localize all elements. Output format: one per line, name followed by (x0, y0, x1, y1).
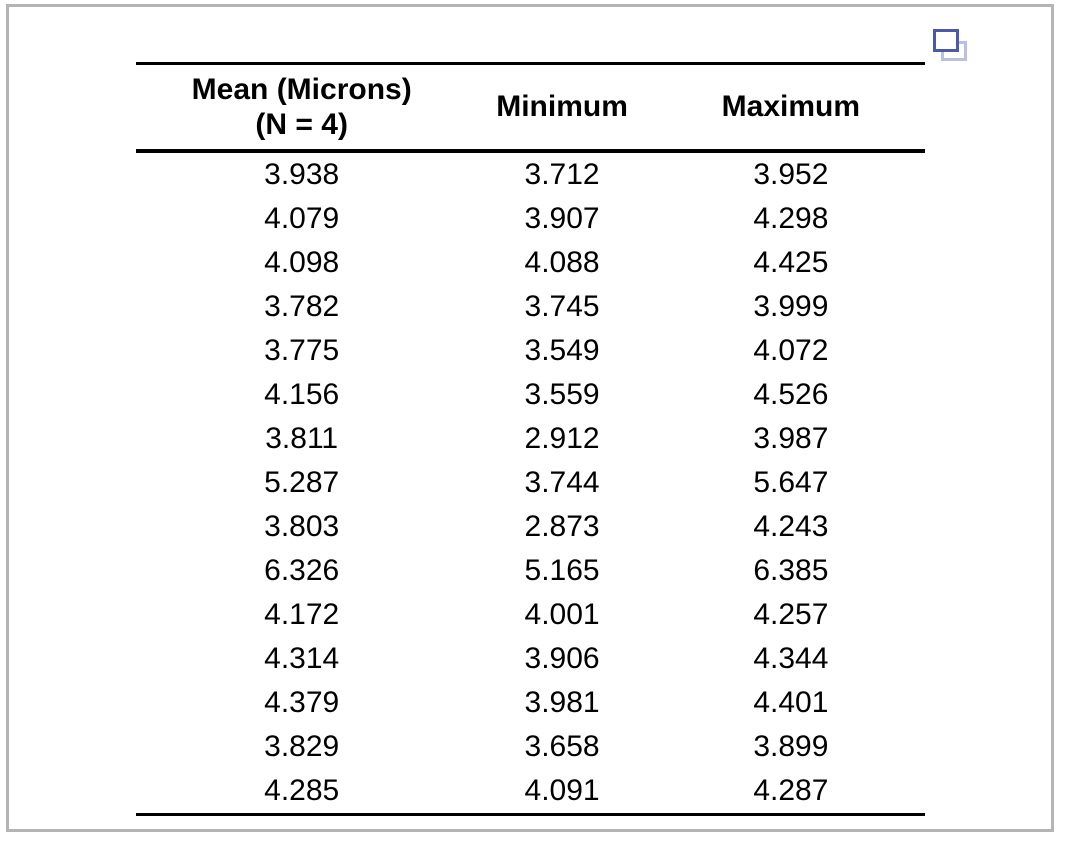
table-row: 3.829 3.658 3.899 (136, 725, 925, 769)
table-row: 4.172 4.001 4.257 (136, 593, 925, 637)
cell-minimum: 3.981 (524, 686, 600, 719)
cell-mean: 4.156 (264, 378, 340, 411)
cell-maximum: 4.287 (753, 774, 829, 807)
col-header-mean-line1: Mean (Microns) (191, 73, 412, 106)
col-header-mean-microns: Mean (Microns) (N = 4) (136, 63, 468, 153)
cell-mean: 5.287 (264, 466, 340, 499)
cell-minimum: 3.745 (524, 290, 600, 323)
cell-minimum: 3.906 (524, 642, 600, 675)
table-row: 3.811 2.912 3.987 (136, 417, 925, 461)
cell-mean: 3.938 (264, 158, 340, 191)
table-row: 4.314 3.906 4.344 (136, 637, 925, 681)
cell-minimum: 3.744 (524, 466, 600, 499)
table-row: 4.156 3.559 4.526 (136, 373, 925, 417)
cell-mean: 3.782 (264, 290, 340, 323)
cell-maximum: 3.999 (753, 290, 829, 323)
open-in-new-window-icon[interactable] (933, 29, 967, 61)
table-row: 5.287 3.744 5.647 (136, 461, 925, 505)
cell-minimum: 3.658 (524, 730, 600, 763)
cell-maximum: 4.344 (753, 642, 829, 675)
cell-minimum: 4.088 (524, 246, 600, 279)
cell-mean: 4.172 (264, 598, 340, 631)
cell-maximum: 4.257 (753, 598, 829, 631)
cell-maximum: 4.243 (753, 510, 829, 543)
cell-mean: 3.775 (264, 334, 340, 367)
cell-mean: 6.326 (264, 554, 340, 587)
cell-minimum: 2.912 (524, 422, 600, 455)
table-row: 6.326 5.165 6.385 (136, 549, 925, 593)
table-row: 3.803 2.873 4.243 (136, 505, 925, 549)
popup-front-rect-icon (933, 29, 959, 52)
table-row: 4.079 3.907 4.298 (136, 197, 925, 241)
cell-maximum: 4.401 (753, 686, 829, 719)
cell-maximum: 4.526 (753, 378, 829, 411)
table-row: 3.938 3.712 3.952 (136, 151, 925, 197)
table-viewer-frame: Mean (Microns) (N = 4) Minimum Maximum 3… (6, 4, 1054, 832)
cell-minimum: 2.873 (524, 510, 600, 543)
cell-minimum: 3.712 (524, 158, 600, 191)
cell-mean: 3.811 (265, 422, 339, 455)
table-row: 3.775 3.549 4.072 (136, 329, 925, 373)
header-row: Mean (Microns) (N = 4) Minimum Maximum (136, 63, 925, 153)
cell-mean: 4.079 (264, 202, 340, 235)
data-table: Mean (Microns) (N = 4) Minimum Maximum 3… (136, 62, 925, 816)
cell-minimum: 3.907 (524, 202, 600, 235)
cell-mean: 3.829 (264, 730, 340, 763)
table-row: 4.379 3.981 4.401 (136, 681, 925, 725)
col-header-maximum: Maximum (656, 63, 925, 153)
cell-minimum: 3.559 (524, 378, 600, 411)
cell-maximum: 4.298 (753, 202, 829, 235)
cell-maximum: 4.425 (753, 246, 829, 279)
cell-minimum: 4.091 (524, 774, 600, 807)
cell-mean: 3.803 (264, 510, 340, 543)
table-row: 4.098 4.088 4.425 (136, 241, 925, 285)
cell-maximum: 3.899 (753, 730, 829, 763)
cell-maximum: 4.072 (753, 334, 829, 367)
col-header-mean-line2: (N = 4) (255, 108, 348, 141)
cell-maximum: 3.987 (753, 422, 829, 455)
cell-mean: 4.314 (264, 642, 340, 675)
cell-minimum: 4.001 (524, 598, 600, 631)
table-row: 3.782 3.745 3.999 (136, 285, 925, 329)
col-header-minimum: Minimum (467, 63, 657, 153)
cell-maximum: 3.952 (753, 158, 829, 191)
table-row: 4.285 4.091 4.287 (136, 769, 925, 815)
cell-maximum: 5.647 (753, 466, 829, 499)
cell-minimum: 5.165 (524, 554, 600, 587)
cell-mean: 4.379 (264, 686, 340, 719)
cell-mean: 4.098 (264, 246, 340, 279)
cell-minimum: 3.549 (524, 334, 600, 367)
cell-mean: 4.285 (264, 774, 340, 807)
cell-maximum: 6.385 (753, 554, 829, 587)
